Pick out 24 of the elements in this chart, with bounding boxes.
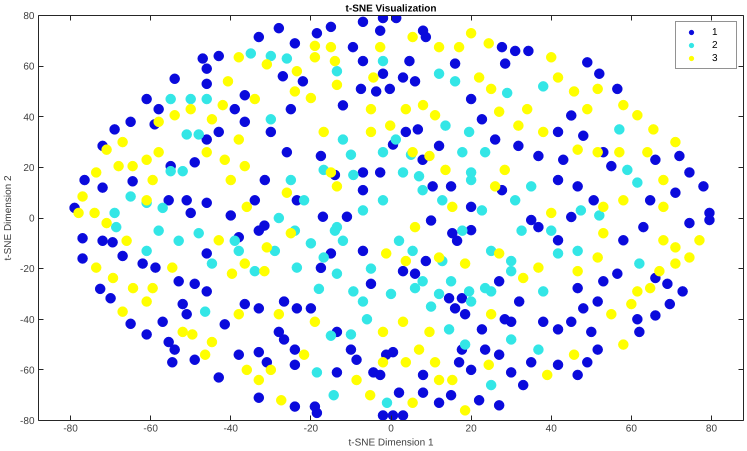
x-tick-label: -80 — [63, 424, 78, 434]
x-tick-label: 60 — [626, 424, 638, 434]
y-tick-label: 80 — [23, 11, 35, 22]
x-tick-label: -40 — [224, 424, 238, 434]
y-tick-label: -20 — [20, 264, 35, 276]
y-tick-label: -80 — [20, 416, 35, 427]
x-axis-title: t-SNE Dimension 1 — [348, 438, 434, 448]
x-tick-label: -60 — [143, 424, 158, 434]
x-tick-label: 0 — [388, 424, 394, 434]
y-tick-label: 60 — [23, 62, 35, 73]
chart-title: t-SNE Visualization — [346, 4, 436, 14]
x-tick-label: 20 — [466, 424, 478, 434]
y-tick-label: -40 — [20, 314, 35, 326]
y-tick-label: 20 — [23, 162, 35, 174]
y-tick-label: 40 — [23, 112, 35, 124]
x-tick-label: 80 — [706, 424, 718, 434]
legend-label: 1 — [712, 26, 719, 38]
x-tick-label: 40 — [546, 424, 558, 434]
y-tick-label: 0 — [28, 214, 35, 224]
y-tick-label: -60 — [20, 365, 35, 376]
x-tick-label: -20 — [304, 424, 319, 434]
legend-label: 3 — [712, 52, 719, 64]
y-axis-title: t-SNE Dimension 2 — [3, 175, 14, 261]
legend-label: 2 — [712, 39, 719, 51]
